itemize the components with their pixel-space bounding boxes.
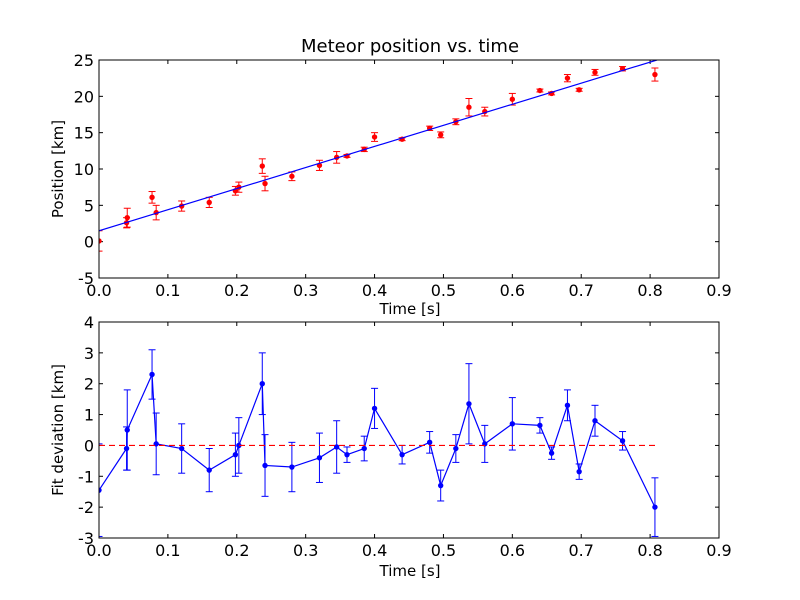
position-data-point — [576, 87, 582, 93]
position-x-tick-label: 0.8 — [637, 281, 662, 300]
deviation-data-point — [124, 427, 130, 433]
deviation-x-tick-label: 0.4 — [362, 541, 387, 560]
position-y-tick-label: 15 — [74, 124, 94, 143]
deviation-data-layer — [99, 349, 659, 537]
deviation-y-axis-label: Fit deviation [km] — [49, 364, 67, 496]
position-y-tick-label: 5 — [84, 196, 94, 215]
deviation-y-tick-label: 4 — [84, 313, 94, 332]
deviation-plot-frame — [98, 321, 720, 539]
deviation-data-point — [652, 504, 658, 510]
deviation-x-tick-label: 0.6 — [500, 541, 525, 560]
deviation-data-point — [399, 451, 405, 458]
deviation-data-point — [437, 482, 444, 489]
deviation-x-tick-label: 0.5 — [431, 541, 456, 560]
deviation-data-point — [232, 451, 239, 458]
position-x-tick-label: 0.1 — [155, 281, 180, 300]
fit-line — [99, 60, 658, 232]
position-data-point — [592, 69, 598, 76]
position-x-tick-label: 0.3 — [293, 281, 318, 300]
deviation-data-point — [537, 422, 543, 429]
deviation-data-point — [361, 445, 367, 452]
position-data-point — [289, 173, 295, 179]
position-data-point — [259, 163, 265, 169]
deviation-y-tick-label: 1 — [84, 406, 94, 425]
position-panel: Meteor position vs. time Time [s] Positi… — [49, 36, 732, 318]
position-y-tick-label: 10 — [74, 160, 94, 179]
deviation-data-point — [371, 405, 378, 412]
deviation-data-point — [564, 402, 571, 409]
position-x-tick-label: 0.0 — [86, 281, 111, 300]
position-data-point — [437, 132, 444, 138]
deviation-y-tick-label: -3 — [78, 529, 94, 548]
deviation-data-point — [123, 445, 130, 452]
deviation-data-point — [619, 438, 626, 444]
deviation-error-bar — [99, 443, 103, 537]
deviation-data-point — [149, 371, 155, 378]
deviation-plot-marks: 0.0 0.1 0.2 0.3 0.4 0.5 0.6 0.7 0.8 0.9 -3 -2 -1 0 1 2 3… — [78, 313, 732, 560]
position-data-point — [371, 134, 378, 140]
position-plot-frame — [98, 59, 720, 279]
position-x-tick-label: 0.9 — [706, 281, 731, 300]
deviation-y-tick-label: 0 — [84, 436, 94, 455]
deviation-x-tick-label: 0.8 — [637, 541, 662, 560]
position-x-tick-label: 0.4 — [362, 281, 387, 300]
position-plot-marks: 0.0 0.1 0.2 0.3 0.4 0.5 0.6 0.7 0.8 0.9 -5 0 5 10 15 20… — [74, 51, 732, 300]
position-data-point — [262, 180, 268, 187]
deviation-data-point — [509, 421, 516, 427]
deviation-x-tick-label: 0.3 — [293, 541, 318, 560]
position-x-tick-label: 0.5 — [431, 281, 456, 300]
position-data-point — [466, 104, 472, 110]
deviation-x-tick-label: 0.1 — [155, 541, 180, 560]
deviation-data-point — [153, 441, 159, 447]
deviation-data-point — [453, 445, 459, 452]
position-x-tick-label: 0.2 — [224, 281, 249, 300]
deviation-data-point — [262, 462, 268, 469]
deviation-data-point — [178, 445, 185, 452]
deviation-x-tick-label: 0.9 — [706, 541, 731, 560]
deviation-data-point — [576, 468, 582, 475]
deviation-data-point — [259, 381, 265, 387]
deviation-panel: Time [s] Fit deviation [km] 0.0 0.1 0.2 0.3… — [49, 313, 732, 580]
position-data-point — [537, 87, 543, 94]
deviation-data-point — [426, 439, 433, 446]
deviation-data-point — [206, 467, 212, 473]
deviation-x-tick-label: 0.2 — [224, 541, 249, 560]
deviation-data-point — [548, 450, 555, 456]
position-y-axis-label: Position [km] — [49, 120, 67, 218]
position-y-tick-label: -5 — [78, 269, 94, 288]
position-y-tick-label: 25 — [74, 51, 94, 70]
deviation-data-point — [289, 464, 295, 470]
deviation-x-axis-label: Time [s] — [379, 562, 441, 580]
deviation-data-point — [316, 455, 323, 461]
position-data-point — [124, 214, 130, 221]
position-data-point — [149, 194, 155, 201]
position-y-tick-label: 0 — [84, 233, 94, 252]
deviation-data-point — [592, 418, 598, 424]
position-y-tick-label: 20 — [74, 87, 94, 106]
position-data-point — [564, 75, 571, 81]
deviation-y-tick-label: 3 — [84, 344, 94, 363]
position-x-tick-label: 0.7 — [568, 281, 593, 300]
position-data-point — [652, 71, 658, 78]
deviation-x-tick-label: 0.0 — [86, 541, 111, 560]
position-x-tick-label: 0.6 — [500, 281, 525, 300]
deviation-data-point — [466, 401, 472, 407]
position-error-bar — [99, 230, 103, 252]
deviation-y-tick-label: 2 — [84, 375, 94, 394]
deviation-x-tick-label: 0.7 — [568, 541, 593, 560]
position-data-layer — [99, 60, 659, 252]
deviation-data-point — [333, 444, 340, 450]
position-data-point — [509, 96, 516, 102]
deviation-y-tick-label: -2 — [78, 498, 94, 517]
deviation-y-tick-label: -1 — [78, 467, 94, 486]
position-x-axis-label: Time [s] — [379, 300, 441, 318]
position-data-point — [206, 199, 212, 206]
position-chart-title: Meteor position vs. time — [301, 36, 519, 57]
deviation-data-point — [344, 451, 350, 458]
